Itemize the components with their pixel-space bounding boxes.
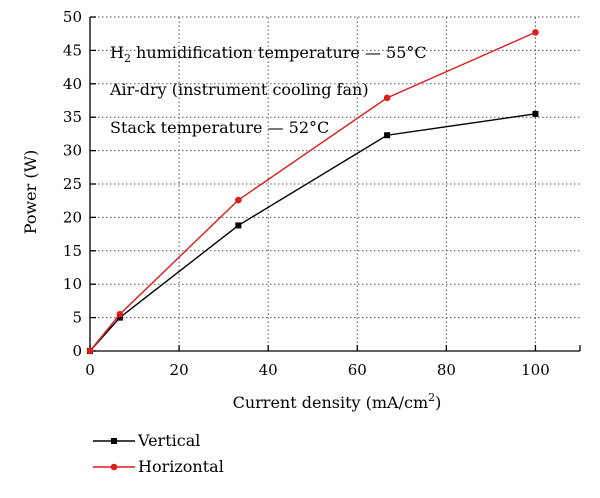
y-tick-label-6: 30	[63, 142, 82, 160]
x-tick-label-2: 40	[259, 361, 278, 379]
x-tick-label-0: 0	[85, 361, 95, 379]
x-tick-label-4: 80	[437, 361, 456, 379]
y-tick-label-10: 50	[63, 8, 82, 26]
y-tick-label-1: 5	[72, 309, 82, 327]
y-tick-label-4: 20	[63, 208, 82, 226]
y-tick-label-9: 45	[63, 41, 82, 59]
y-tick-label-7: 35	[63, 108, 82, 126]
y-tick-label-2: 10	[63, 275, 82, 293]
legend-label-horizontal: Horizontal	[138, 457, 224, 476]
annotation-humidification: H2 humidification temperature — 55°C	[110, 43, 427, 65]
x-tick-label-3: 60	[348, 361, 367, 379]
annotation-air-dry: Air-dry (instrument cooling fan)	[109, 80, 369, 99]
y-ticks: 0 5 10 15 20 25 30 35 40 45 50	[63, 8, 96, 360]
data-point-horizontal-2	[235, 196, 242, 204]
x-tick-label-5: 100	[521, 361, 550, 379]
x-ticks: 0 20 40 60 80 100	[85, 345, 550, 379]
x-axis-label: Current density (mA/cm2)	[233, 391, 442, 412]
data-point-horizontal-3	[383, 94, 391, 102]
legend-marker-horizontal	[110, 463, 118, 471]
x-tick-label-1: 20	[170, 361, 189, 379]
data-point-vertical-4	[532, 110, 539, 117]
y-axis-label: Power (W)	[21, 150, 40, 235]
series-group	[86, 29, 539, 355]
grid	[90, 16, 580, 351]
y-tick-label-3: 15	[63, 242, 82, 260]
data-point-horizontal-1	[116, 310, 124, 318]
data-point-vertical-3	[384, 132, 391, 139]
annotation-stack-temperature: Stack temperature — 52°C	[110, 118, 329, 137]
data-point-horizontal-4	[532, 29, 539, 36]
y-tick-label-0: 0	[72, 342, 82, 360]
data-point-vertical-1	[116, 314, 123, 321]
legend-marker-vertical	[111, 438, 117, 444]
data-point-horizontal-0	[86, 347, 94, 355]
y-tick-label-8: 40	[63, 75, 82, 93]
legend: Vertical Horizontal	[93, 431, 224, 476]
data-point-vertical-2	[235, 222, 242, 229]
legend-label-vertical: Vertical	[137, 431, 200, 450]
annotations: H2 humidification temperature — 55°C Air…	[109, 43, 427, 137]
y-tick-label-5: 25	[63, 175, 82, 193]
